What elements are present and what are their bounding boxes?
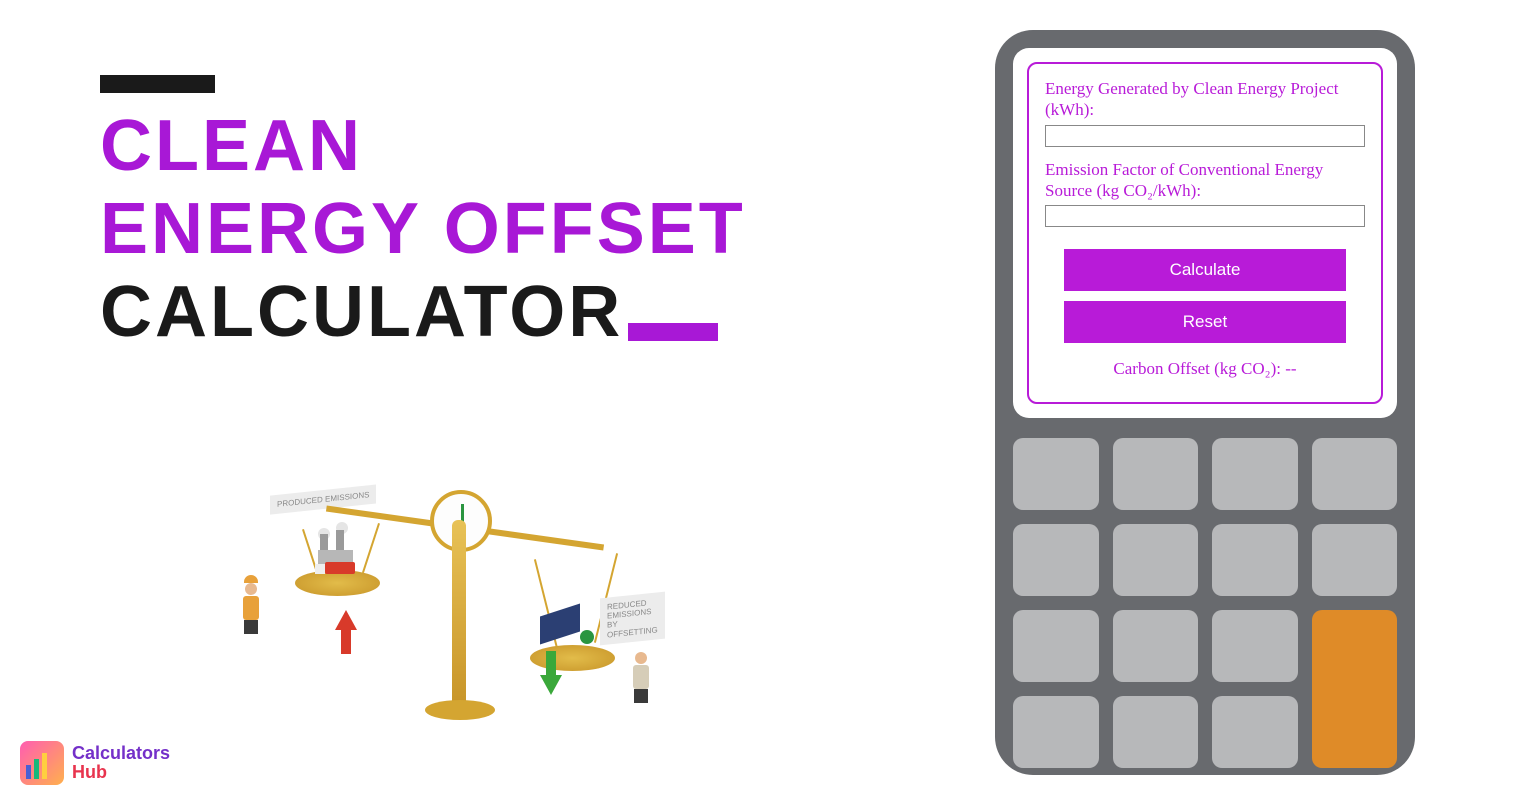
balance-illustration: PRODUCED EMISSIONS REDUCED EMISSIONS BY … xyxy=(230,480,660,750)
keypad-key[interactable] xyxy=(1113,610,1199,682)
arrow-up-icon xyxy=(335,610,357,630)
logo-icon xyxy=(20,741,64,785)
form-card: Energy Generated by Clean Energy Project… xyxy=(1027,62,1383,404)
emission-factor-input[interactable] xyxy=(1045,205,1365,227)
keypad-key[interactable] xyxy=(1013,438,1099,510)
keypad-key[interactable] xyxy=(1312,438,1398,510)
title-line-1: CLEAN xyxy=(100,105,746,188)
keypad xyxy=(1013,438,1397,768)
keypad-key[interactable] xyxy=(1212,696,1298,768)
title-line-2: ENERGY OFFSET xyxy=(100,188,746,271)
tree-icon xyxy=(580,630,594,644)
title-block: CLEAN ENERGY OFFSET CALCULATOR xyxy=(100,75,746,353)
keypad-key[interactable] xyxy=(1013,524,1099,596)
keypad-key[interactable] xyxy=(1212,438,1298,510)
business-person-icon xyxy=(630,652,652,702)
title-line-3-text: CALCULATOR xyxy=(100,272,623,352)
keypad-key[interactable] xyxy=(1212,524,1298,596)
logo-text: Calculators Hub xyxy=(72,744,170,782)
energy-generated-label: Energy Generated by Clean Energy Project… xyxy=(1045,78,1365,121)
arrow-down-icon xyxy=(540,675,562,695)
logo-word-2: Hub xyxy=(72,763,170,782)
title-line-3: CALCULATOR xyxy=(100,271,746,354)
result-text: Carbon Offset (kg CO₂): -- xyxy=(1045,359,1365,379)
keypad-key[interactable] xyxy=(1212,610,1298,682)
calculator-screen: Energy Generated by Clean Energy Project… xyxy=(1013,48,1397,418)
worker-person-icon xyxy=(240,575,262,625)
keypad-key-accent[interactable] xyxy=(1312,610,1398,768)
emission-factor-label: Emission Factor of Conventional Energy S… xyxy=(1045,159,1365,202)
logo-word-1: Calculators xyxy=(72,744,170,763)
scale-pan-right xyxy=(530,645,615,671)
truck-icon xyxy=(325,562,355,574)
scale-pole xyxy=(452,520,466,710)
calculator-device: Energy Generated by Clean Energy Project… xyxy=(995,30,1415,775)
keypad-key[interactable] xyxy=(1113,438,1199,510)
keypad-key[interactable] xyxy=(1013,610,1099,682)
title-accent-bar xyxy=(628,323,718,341)
calculate-button[interactable]: Calculate xyxy=(1064,249,1346,291)
scale-base xyxy=(425,700,495,720)
title-top-bar xyxy=(100,75,215,93)
energy-generated-input[interactable] xyxy=(1045,125,1365,147)
keypad-key[interactable] xyxy=(1113,696,1199,768)
keypad-key[interactable] xyxy=(1312,524,1398,596)
label-reduced-emissions: REDUCED EMISSIONS BY OFFSETTING xyxy=(600,592,665,646)
reset-button[interactable]: Reset xyxy=(1064,301,1346,343)
keypad-key[interactable] xyxy=(1113,524,1199,596)
keypad-key[interactable] xyxy=(1013,696,1099,768)
logo: Calculators Hub xyxy=(20,741,170,785)
